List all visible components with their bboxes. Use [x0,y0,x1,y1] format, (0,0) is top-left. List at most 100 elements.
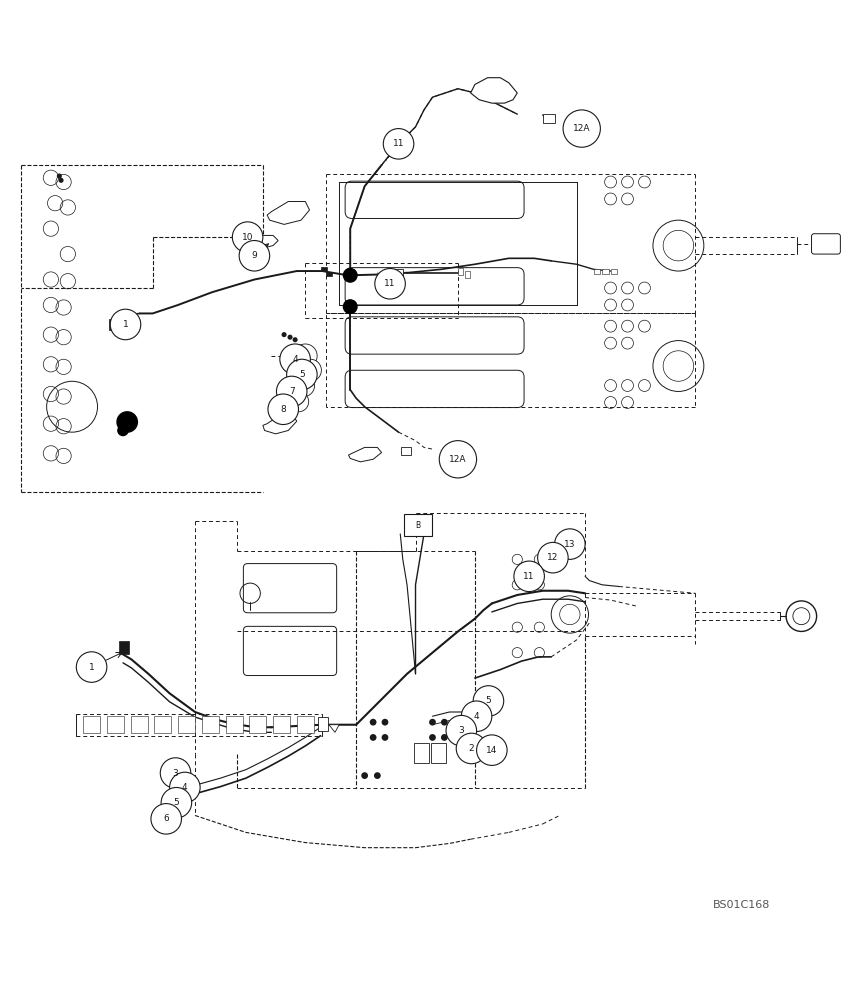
Polygon shape [263,415,297,434]
Text: 4: 4 [182,783,187,792]
Bar [611,269,617,274]
Text: 11: 11 [523,572,535,581]
Text: 4: 4 [293,355,298,364]
Text: B: B [416,521,421,530]
Circle shape [232,222,263,252]
Text: 1: 1 [89,663,94,672]
Bar [154,716,171,733]
Text: 14: 14 [486,746,498,755]
FancyBboxPatch shape [345,370,524,408]
Circle shape [287,335,293,340]
Circle shape [375,268,405,299]
Circle shape [429,719,436,726]
Circle shape [461,701,492,732]
Circle shape [268,394,298,425]
Circle shape [59,178,64,183]
Circle shape [382,734,388,741]
Bar [326,272,332,276]
Text: 11: 11 [384,279,396,288]
Circle shape [160,758,191,788]
Circle shape [239,241,270,271]
Bar [83,716,100,733]
Circle shape [441,734,448,741]
Text: 1: 1 [123,320,128,329]
Bar [318,717,328,731]
Text: 5: 5 [299,370,304,379]
Circle shape [343,268,357,282]
Bar [226,716,243,733]
Bar [297,716,314,733]
FancyBboxPatch shape [243,564,337,613]
Text: 2: 2 [469,744,474,753]
Circle shape [555,529,585,559]
Text: 7: 7 [289,387,294,396]
Text: 3: 3 [459,726,464,735]
Circle shape [383,129,414,159]
Polygon shape [471,78,517,103]
Circle shape [563,110,600,147]
Bar [431,743,446,763]
Polygon shape [349,447,382,462]
Bar [249,716,266,733]
Text: 4: 4 [474,712,479,721]
Circle shape [288,391,309,412]
Bar [465,271,470,278]
Bar [202,716,219,733]
Circle shape [118,425,128,436]
Circle shape [117,412,137,432]
Bar [119,641,129,654]
Circle shape [456,733,487,764]
Circle shape [538,542,568,573]
Circle shape [276,376,307,407]
Bar [543,114,555,123]
Text: 12A: 12A [573,124,590,133]
Circle shape [429,734,436,741]
Circle shape [76,652,107,682]
Circle shape [477,735,507,765]
Circle shape [441,719,448,726]
Bar [602,269,609,274]
Bar [401,447,411,455]
Bar [131,716,148,733]
Circle shape [110,309,141,340]
Text: 10: 10 [242,233,254,242]
Bar [414,743,429,763]
Polygon shape [329,725,339,732]
Circle shape [473,686,504,716]
Polygon shape [267,202,310,224]
Circle shape [151,804,181,834]
Bar [273,716,290,733]
Circle shape [343,300,357,313]
FancyBboxPatch shape [243,626,337,676]
Circle shape [382,719,388,726]
Text: 9: 9 [252,251,257,260]
Circle shape [370,734,377,741]
Bar [321,267,327,271]
Text: BS01C168: BS01C168 [713,900,771,910]
FancyBboxPatch shape [345,268,524,305]
Text: 3: 3 [173,769,178,778]
Bar [107,716,124,733]
Bar [594,269,600,274]
Circle shape [446,715,477,746]
Circle shape [282,332,287,337]
Bar [109,319,117,330]
Text: 8: 8 [281,405,286,414]
Circle shape [361,772,368,779]
Circle shape [293,374,315,397]
Circle shape [514,561,544,592]
Circle shape [280,344,310,374]
Circle shape [293,337,298,342]
Text: 5: 5 [174,798,179,807]
Circle shape [293,344,317,368]
FancyBboxPatch shape [345,317,524,354]
Text: 12A: 12A [449,455,466,464]
Polygon shape [248,235,278,248]
Text: 6: 6 [164,814,169,823]
FancyBboxPatch shape [812,234,840,254]
Circle shape [170,772,200,803]
Circle shape [161,787,192,818]
Bar [390,269,403,278]
Text: 13: 13 [564,540,576,549]
Bar [404,514,432,536]
